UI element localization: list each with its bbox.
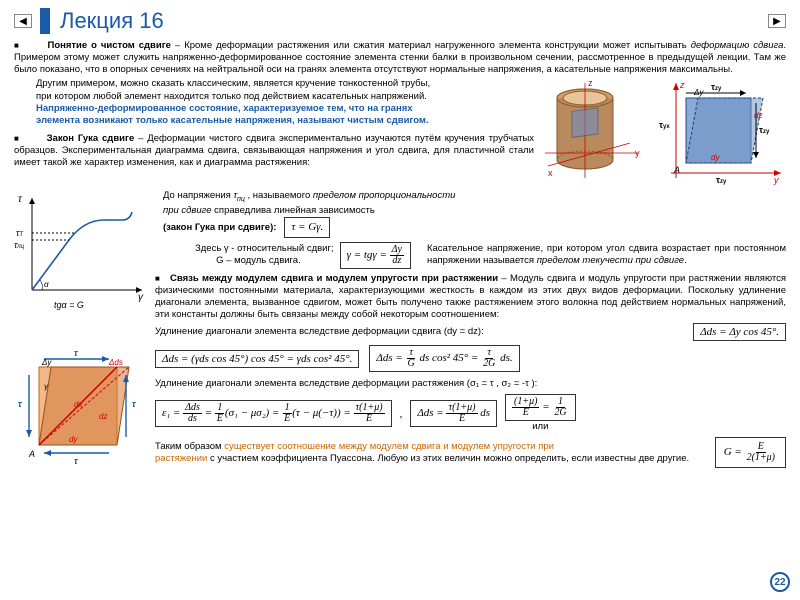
next-button[interactable]: ▶ xyxy=(768,14,786,28)
svg-text:y: y xyxy=(773,175,779,185)
page-title: Лекция 16 xyxy=(40,8,760,34)
svg-text:dz: dz xyxy=(754,111,762,120)
para-modulus-link: Связь между модулем сдвига и модулем упр… xyxy=(155,273,786,322)
cylinder-diagram: z y x xyxy=(540,78,650,188)
svg-text:α: α xyxy=(44,280,49,289)
formula-eps: ε₁ = Δdsds = 1E(σ₁ − μσ₂) = 1E(τ − μ(−τ)… xyxy=(155,400,392,427)
svg-text:τzy: τzy xyxy=(716,175,727,185)
page-number: 22 xyxy=(770,572,790,592)
svg-text:dy: dy xyxy=(711,153,720,162)
svg-text:tgα = G: tgα = G xyxy=(54,300,84,310)
svg-text:τ: τ xyxy=(74,348,79,358)
para-example: Другим примером, можно сказать классичес… xyxy=(14,78,534,127)
gamma-def: Здесь γ - относительный сдвиг; G – модул… xyxy=(195,243,334,267)
svg-text:y: y xyxy=(635,148,640,158)
svg-text:Δy: Δy xyxy=(41,358,52,367)
formula-gamma: γ = tgγ = Δydz xyxy=(340,242,411,269)
yield-note: Касательное напряжение, при котором угол… xyxy=(417,243,786,267)
para-prop-limit: До напряжения τпц , называемого пределом… xyxy=(155,190,786,237)
formula-hooke: τ = Gγ. xyxy=(284,217,330,237)
para-hooke: Закон Гука сдвиге – Деформации чистого с… xyxy=(14,133,534,169)
svg-text:Δds: Δds xyxy=(108,358,123,367)
svg-text:τ: τ xyxy=(18,399,23,409)
formula-mu: (1+μ)E = 12G xyxy=(505,394,576,421)
formula-ds4: Δds = τ(1+μ)E ds xyxy=(410,400,497,427)
prev-icon: ◀ xyxy=(19,16,27,27)
or-label: или xyxy=(532,421,548,432)
svg-text:τ: τ xyxy=(132,399,137,409)
formula-ds1: Δds = Δy cos 45°. xyxy=(693,323,786,341)
svg-text:ds: ds xyxy=(74,400,82,409)
prev-button[interactable]: ◀ xyxy=(14,14,32,28)
svg-text:τzy: τzy xyxy=(711,82,722,92)
svg-text:x: x xyxy=(548,168,553,178)
shear-diagram-chart: τ γ τT τпц α tgα = G xyxy=(14,190,149,310)
conclusion-text: Таким образом существует соотношение меж… xyxy=(155,441,705,465)
svg-text:γ: γ xyxy=(138,292,144,303)
svg-text:dz: dz xyxy=(99,412,107,421)
svg-text:z: z xyxy=(588,78,593,88)
svg-text:dy: dy xyxy=(69,435,78,444)
svg-text:A: A xyxy=(673,165,680,175)
formula-G-final: G = E2(1+μ) xyxy=(715,437,786,468)
svg-text:Δy: Δy xyxy=(693,88,704,97)
formula-ds3: Δds = τG ds cos² 45° = τ2G ds. xyxy=(369,345,519,372)
svg-text:τпц: τпц xyxy=(14,240,25,250)
svg-text:τT: τT xyxy=(16,228,24,238)
square-shear-diagram: τ τ τ τ A Δy ds Δds dy dz γ xyxy=(14,347,149,467)
svg-text:τyx: τyx xyxy=(659,120,670,130)
svg-text:τ: τ xyxy=(74,456,79,466)
svg-text:z: z xyxy=(679,80,685,90)
para-pure-shear: Понятие о чистом сдвиге – Кроме деформац… xyxy=(14,40,786,76)
diag-tension-label: Удлинение диагонали элемента вследствие … xyxy=(155,378,786,390)
next-icon: ▶ xyxy=(773,16,781,27)
element-cube-diagram: τzy τzy τyx τzy y z A Δy dy dz xyxy=(656,78,786,188)
svg-text:A: A xyxy=(28,449,35,459)
diag-shear-label: Удлинение диагонали элемента вследствие … xyxy=(155,326,687,338)
formula-ds2: Δds = (γds cos 45°) cos 45° = γds cos² 4… xyxy=(155,350,359,368)
svg-text:τ: τ xyxy=(18,194,23,205)
svg-text:τzy: τzy xyxy=(759,125,770,135)
